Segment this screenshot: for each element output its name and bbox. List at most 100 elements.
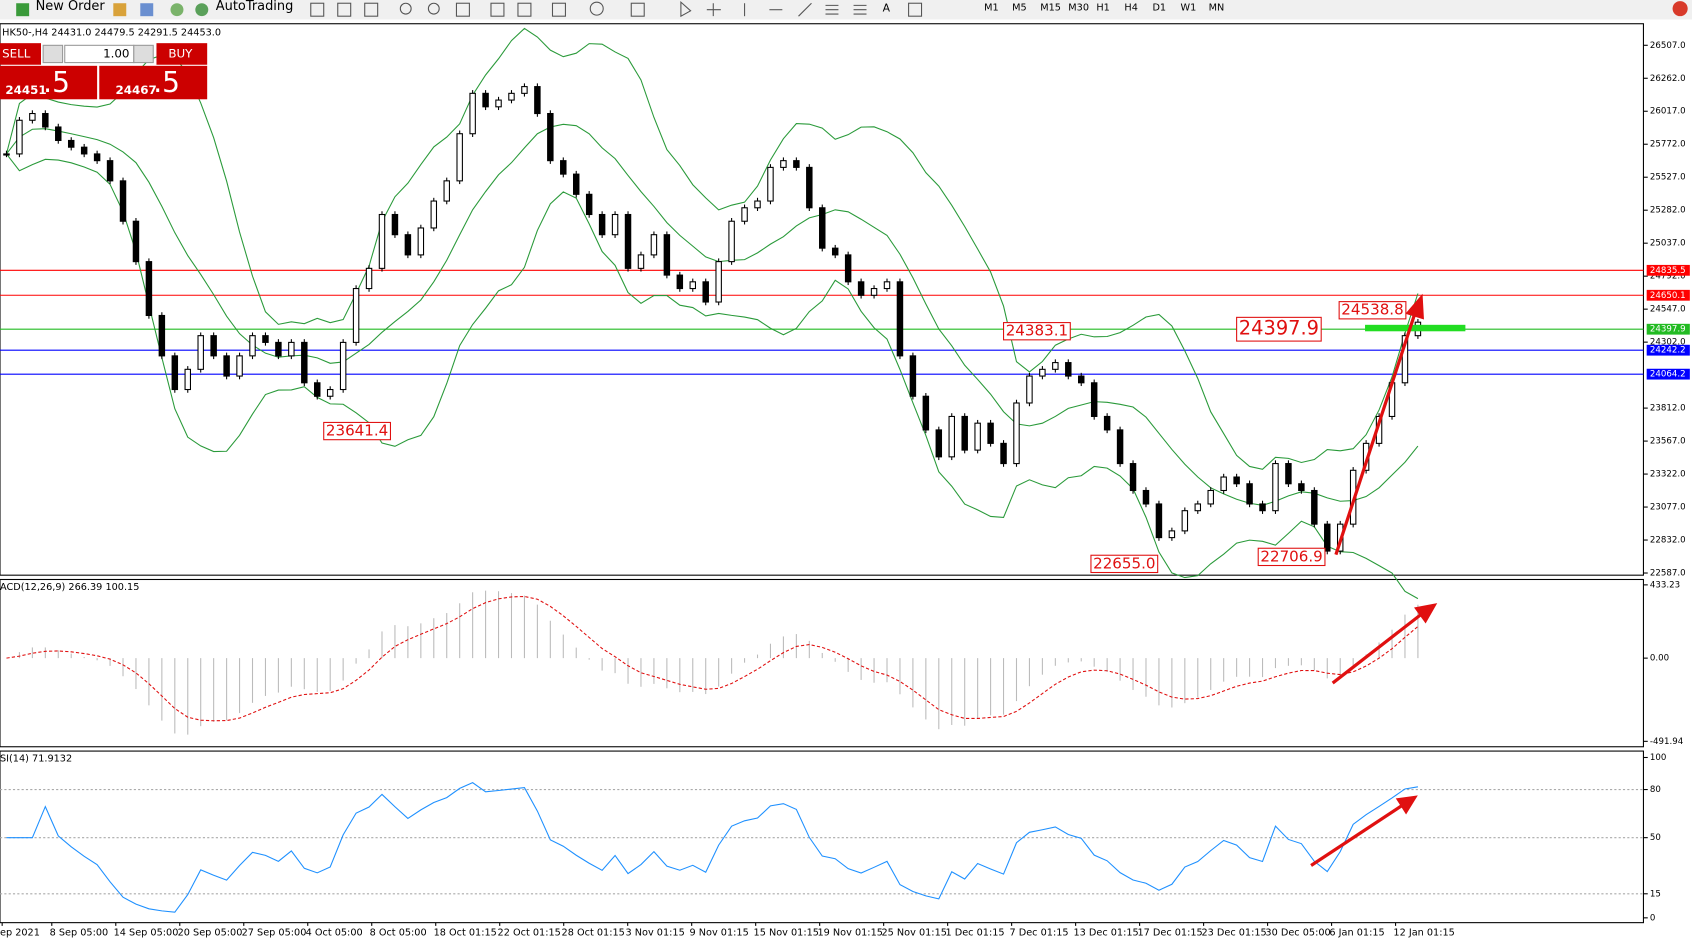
buy-fraction[interactable]: .5 — [153, 66, 180, 99]
candle — [145, 261, 153, 317]
sell-price[interactable]: 24451 — [5, 83, 46, 97]
candle — [1129, 463, 1137, 492]
buy-button[interactable] — [156, 43, 208, 65]
candle — [184, 368, 191, 391]
sell-button[interactable] — [0, 43, 42, 65]
toolbar-icon[interactable] — [170, 3, 184, 17]
candle — [339, 341, 347, 391]
candle — [495, 99, 502, 108]
y-tick-label: 25772.0 — [1650, 140, 1686, 150]
new-order-icon[interactable] — [16, 3, 30, 17]
candle — [948, 415, 955, 458]
toolbar-icons[interactable] — [310, 0, 923, 18]
candle — [689, 281, 697, 290]
candle — [883, 281, 891, 290]
lot-value[interactable]: 1.00 — [103, 46, 129, 60]
candle — [754, 200, 761, 209]
candle — [1259, 503, 1266, 512]
candle — [1065, 362, 1072, 377]
y-tick-label: 433.23 — [1650, 580, 1680, 590]
buy-price[interactable]: 24467 — [115, 83, 156, 97]
y-tick-label: 26262.0 — [1650, 74, 1686, 84]
candle — [1090, 382, 1098, 417]
green-marker — [1365, 324, 1466, 332]
candle — [831, 247, 839, 256]
y-tick-label: 24792.0 — [1650, 272, 1686, 282]
new-order[interactable]: New Order — [36, 0, 106, 14]
y-tick-label: 25282.0 — [1650, 206, 1686, 216]
x-tick-label: 18 Oct 01:15 — [434, 927, 497, 938]
candle — [55, 126, 62, 142]
sell-price-box[interactable] — [0, 65, 98, 100]
candle — [547, 112, 554, 162]
sell-fraction[interactable]: .5 — [43, 66, 70, 99]
x-tick-label: 9 Nov 01:15 — [690, 927, 749, 938]
annotation-box — [1338, 301, 1407, 320]
candle — [378, 213, 386, 269]
price-tag — [1646, 344, 1690, 356]
lot-up[interactable] — [133, 44, 154, 64]
candle — [158, 314, 166, 357]
candle — [1168, 530, 1176, 539]
alert-icon[interactable] — [1672, 1, 1688, 17]
candle — [780, 160, 787, 168]
y-tick-label: 23077.0 — [1650, 503, 1686, 513]
x-tick-label: 30 Dec 05:00 — [1265, 927, 1330, 938]
auto-trading-icon[interactable] — [195, 3, 209, 17]
annotation-box — [1090, 554, 1159, 574]
lot-down[interactable] — [42, 44, 64, 64]
candle — [1311, 489, 1318, 525]
timeframe-button[interactable]: M15 — [1040, 3, 1061, 14]
trade-panel: SELL 1.00 BUY 24451 .5 24467 .5 — [0, 43, 208, 100]
timeframe-button[interactable]: MN — [1209, 3, 1225, 14]
arrow — [1334, 310, 1418, 556]
y-tick-label: 26017.0 — [1650, 107, 1686, 117]
x-tick-label: 12 Jan 01:15 — [1393, 927, 1454, 938]
rsi-panel — [0, 750, 1644, 924]
x-tick-label: 27 Sep 05:00 — [242, 927, 307, 938]
toolbar-icon[interactable] — [113, 3, 127, 17]
y-tick-label: 50 — [1650, 833, 1661, 843]
candle — [210, 335, 217, 357]
candle — [650, 234, 658, 256]
x-tick-label: 15 Nov 01:15 — [754, 927, 819, 938]
y-tick-label: 22832.0 — [1650, 536, 1686, 546]
candle — [119, 180, 127, 222]
toolbar-icon[interactable] — [140, 3, 154, 17]
price-annotation: 24538.8 — [1341, 301, 1403, 319]
macd-signal — [6, 595, 1419, 722]
candle — [1285, 463, 1292, 485]
timeframe-button[interactable]: H4 — [1124, 3, 1137, 14]
timeframe-button[interactable]: M5 — [1012, 3, 1027, 14]
arrow-head — [1405, 293, 1424, 320]
arrow — [1331, 610, 1426, 685]
x-tick-label: ep 2021 — [0, 927, 40, 938]
sell-label[interactable]: SELL — [2, 46, 31, 60]
x-tick-label: 20 Sep 05:00 — [178, 927, 243, 938]
timeframe-button[interactable]: H1 — [1096, 3, 1109, 14]
text-tool[interactable]: A — [883, 2, 891, 15]
candle — [417, 227, 425, 256]
timeframe-button[interactable]: M30 — [1068, 3, 1089, 14]
candle — [430, 200, 438, 229]
auto-trading[interactable]: AutoTrading — [216, 0, 294, 14]
candle — [365, 267, 373, 290]
candle — [637, 254, 645, 269]
buy-label[interactable]: BUY — [168, 46, 193, 60]
rsi-label: SI(14) 71.9132 — [0, 754, 72, 765]
timeframe-button[interactable]: W1 — [1181, 3, 1197, 14]
candle — [870, 288, 878, 296]
candle — [1026, 375, 1033, 404]
candle — [1298, 483, 1305, 492]
timeframe-button[interactable]: M1 — [984, 3, 999, 14]
y-tick-label: 0 — [1650, 913, 1655, 923]
candle — [223, 355, 230, 377]
candle — [456, 133, 463, 182]
candle — [171, 355, 179, 391]
buy-price-box[interactable] — [99, 65, 208, 100]
x-tick-label: 14 Sep 05:00 — [114, 927, 179, 938]
y-tick-label: 15 — [1650, 889, 1661, 899]
candle — [1155, 503, 1163, 539]
candle — [1401, 335, 1409, 384]
timeframe-button[interactable]: D1 — [1152, 3, 1166, 14]
